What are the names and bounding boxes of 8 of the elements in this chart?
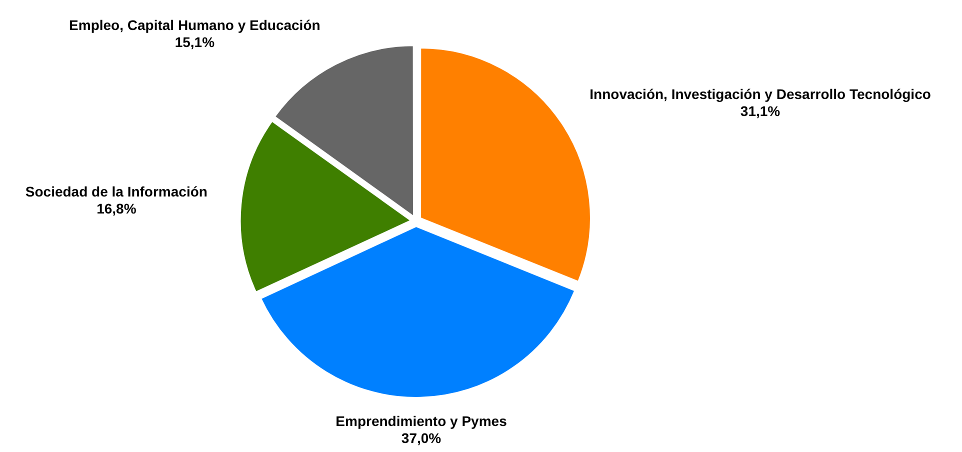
slice-label: Emprendimiento y Pymes xyxy=(336,412,508,429)
data-label: 16,8% xyxy=(96,200,137,217)
slice-label: Innovación, Investigación y Desarrollo Tecnológico xyxy=(590,86,931,102)
data-label: 15,1% xyxy=(174,34,216,50)
slice-label: Sociedad de la Información xyxy=(25,184,208,200)
slice-label: Empleo, Capital Humano y Educación xyxy=(69,16,320,33)
data-label: 37,0% xyxy=(401,430,442,446)
data-label: 31,1% xyxy=(740,103,781,120)
